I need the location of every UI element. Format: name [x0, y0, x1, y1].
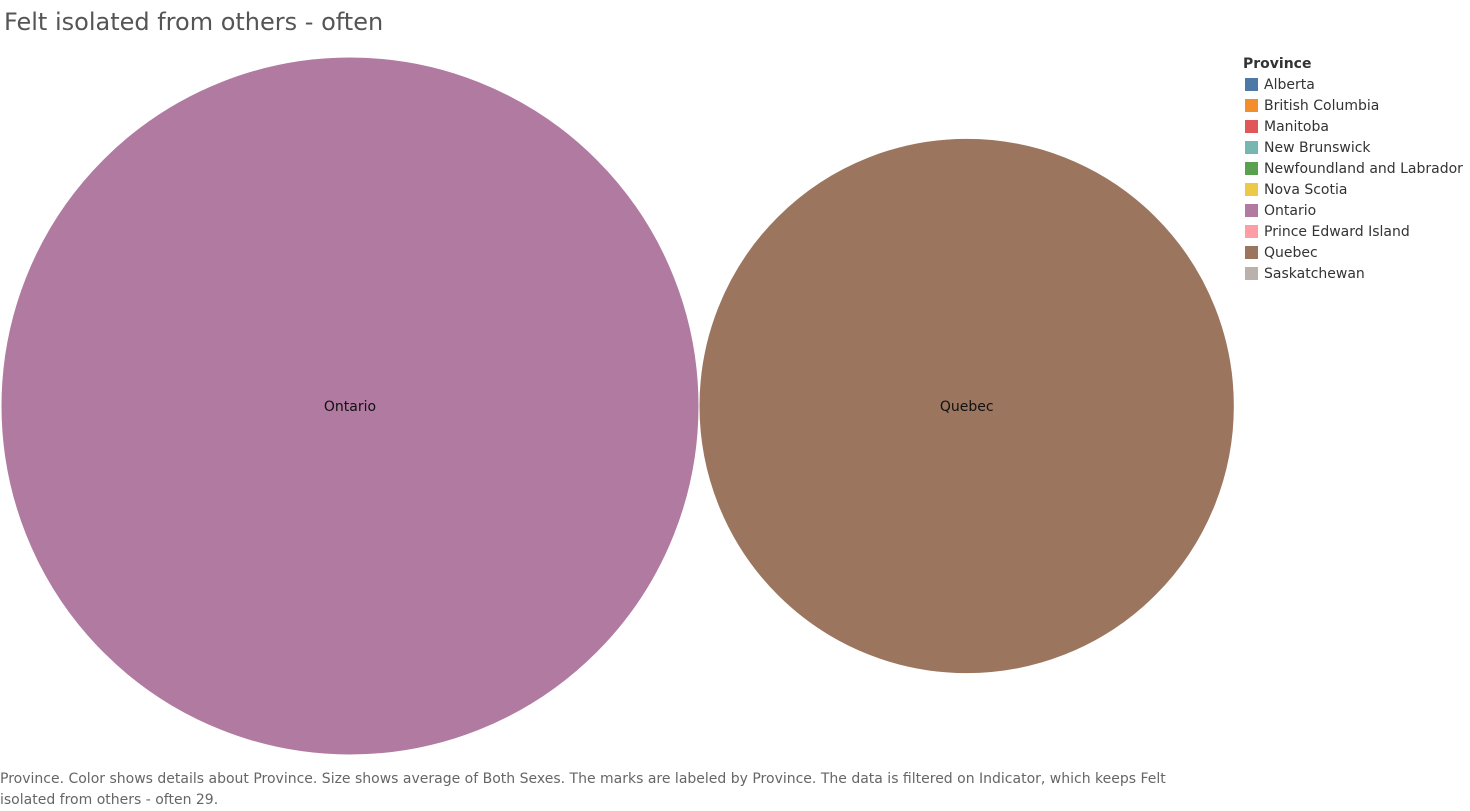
- legend-item[interactable]: Quebec: [1243, 242, 1468, 263]
- legend-item[interactable]: Alberta: [1243, 74, 1468, 95]
- legend-label: Alberta: [1264, 76, 1315, 93]
- legend-label: Ontario: [1264, 202, 1317, 219]
- legend-label: Prince Edward Island: [1264, 223, 1410, 240]
- legend-swatch: [1245, 267, 1258, 280]
- legend-item[interactable]: Newfoundland and Labrador: [1243, 158, 1468, 179]
- legend-swatch: [1245, 246, 1258, 259]
- legend-swatch: [1245, 183, 1258, 196]
- legend-swatch: [1245, 162, 1258, 175]
- bubble-quebec[interactable]: [698, 137, 1235, 675]
- legend-title: Province: [1243, 56, 1312, 72]
- chart-title: Felt isolated from others - often: [4, 8, 384, 36]
- legend: Province Alberta British Columbia Manitoba…: [1243, 54, 1468, 284]
- legend-label: Saskatchewan: [1264, 265, 1365, 282]
- legend-items: Alberta British Columbia Manitoba New Bruns…: [1243, 74, 1468, 284]
- legend-label: British Columbia: [1264, 97, 1380, 114]
- legend-swatch: [1245, 141, 1258, 154]
- legend-item[interactable]: Saskatchewan: [1243, 263, 1468, 284]
- legend-label: Newfoundland and Labrador: [1264, 160, 1463, 177]
- legend-item[interactable]: Nova Scotia: [1243, 179, 1468, 200]
- legend-item[interactable]: Ontario: [1243, 200, 1468, 221]
- bubble-label: Quebec: [940, 399, 994, 415]
- legend-item[interactable]: Prince Edward Island: [1243, 221, 1468, 242]
- legend-swatch: [1245, 204, 1258, 217]
- legend-swatch: [1245, 78, 1258, 91]
- bubble-label: Ontario: [324, 399, 376, 415]
- legend-item[interactable]: New Brunswick: [1243, 137, 1468, 158]
- legend-label: New Brunswick: [1264, 139, 1371, 156]
- chart-caption: Province. Color shows details about Prov…: [0, 771, 1166, 808]
- legend-item[interactable]: British Columbia: [1243, 95, 1468, 116]
- legend-label: Quebec: [1264, 244, 1318, 261]
- legend-label: Manitoba: [1264, 118, 1329, 135]
- legend-swatch: [1245, 225, 1258, 238]
- legend-label: Nova Scotia: [1264, 181, 1348, 198]
- legend-swatch: [1245, 120, 1258, 133]
- legend-item[interactable]: Manitoba: [1243, 116, 1468, 137]
- legend-swatch: [1245, 99, 1258, 112]
- bubble-plot: Ontario Quebec: [0, 56, 1235, 756]
